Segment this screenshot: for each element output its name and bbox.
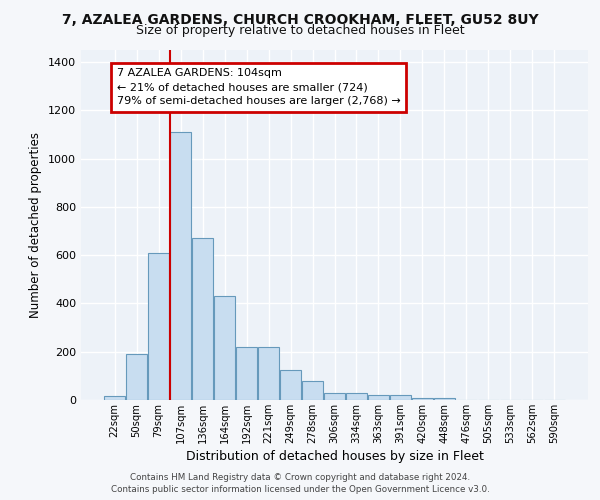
Bar — [236, 347, 257, 400]
Bar — [126, 354, 148, 400]
Bar — [258, 347, 279, 400]
Bar — [280, 370, 301, 400]
Text: 7 AZALEA GARDENS: 104sqm
← 21% of detached houses are smaller (724)
79% of semi-: 7 AZALEA GARDENS: 104sqm ← 21% of detach… — [117, 68, 401, 106]
Bar — [324, 393, 345, 400]
Text: Contains HM Land Registry data © Crown copyright and database right 2024.
Contai: Contains HM Land Registry data © Crown c… — [110, 472, 490, 494]
Bar — [214, 296, 235, 400]
Bar — [104, 396, 125, 400]
X-axis label: Distribution of detached houses by size in Fleet: Distribution of detached houses by size … — [185, 450, 484, 463]
Bar — [170, 132, 191, 400]
Bar — [148, 253, 169, 400]
Y-axis label: Number of detached properties: Number of detached properties — [29, 132, 43, 318]
Bar — [434, 398, 455, 400]
Bar — [192, 238, 213, 400]
Bar — [368, 395, 389, 400]
Text: Size of property relative to detached houses in Fleet: Size of property relative to detached ho… — [136, 24, 464, 37]
Bar — [346, 393, 367, 400]
Bar — [412, 398, 433, 400]
Bar — [302, 380, 323, 400]
Bar — [390, 395, 411, 400]
Text: 7, AZALEA GARDENS, CHURCH CROOKHAM, FLEET, GU52 8UY: 7, AZALEA GARDENS, CHURCH CROOKHAM, FLEE… — [62, 12, 538, 26]
